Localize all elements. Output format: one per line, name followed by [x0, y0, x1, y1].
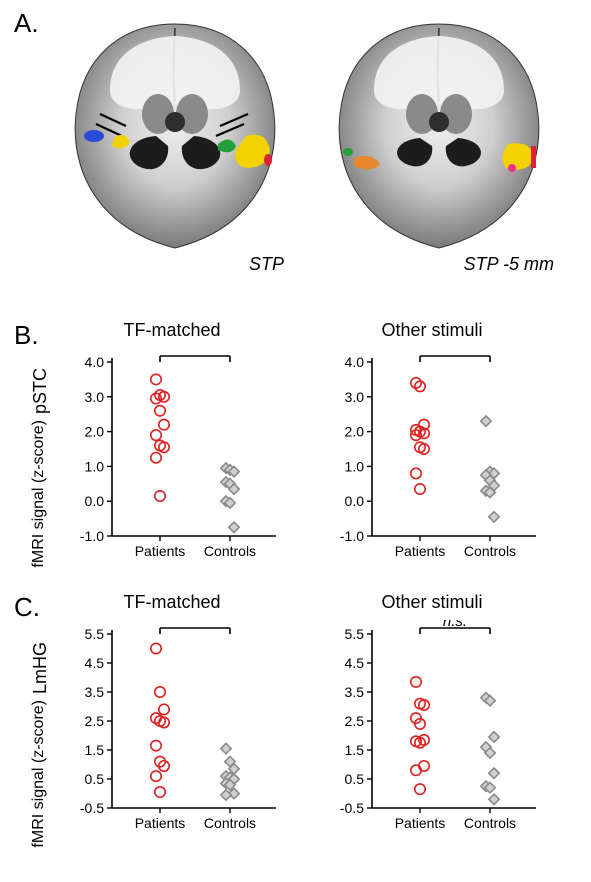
svg-text:4.0: 4.0 [85, 354, 105, 370]
cluster-red [531, 146, 536, 168]
svg-text:5.5: 5.5 [345, 626, 365, 642]
svg-text:4.5: 4.5 [345, 655, 365, 671]
chart-B-left-title: TF-matched [52, 320, 292, 341]
chart-C-right-svg: -0.5 0.5 1.5 2.5 3.5 4.5 5.5 Patients Controls n.… [320, 620, 552, 840]
svg-text:0.5: 0.5 [85, 771, 105, 787]
chart-C-left: TF-matched -0.5 0.5 1.5 2.5 3.5 4.5 5.5 Patient… [52, 592, 292, 842]
svg-text:Patients: Patients [395, 543, 446, 559]
svg-text:-0.5: -0.5 [340, 800, 364, 816]
svg-text:4.0: 4.0 [345, 354, 365, 370]
svg-text:2.0: 2.0 [345, 424, 365, 440]
cluster-pink [508, 164, 516, 172]
svg-text:3.0: 3.0 [85, 389, 105, 405]
svg-text:Patients: Patients [135, 543, 186, 559]
svg-text:1.0: 1.0 [345, 458, 365, 474]
svg-text:5.5: 5.5 [85, 626, 105, 642]
chart-B-right-svg: -1.0 0.0 1.0 2.0 3.0 4.0 Patients Controls * [320, 348, 552, 568]
svg-text:-1.0: -1.0 [80, 528, 104, 544]
svg-text:0.0: 0.0 [85, 493, 105, 509]
svg-text:3.0: 3.0 [345, 389, 365, 405]
row-C: LmHG fMRI signal (z-score) TF-matched -0… [30, 592, 571, 867]
svg-text:1.5: 1.5 [85, 742, 105, 758]
svg-text:Patients: Patients [395, 815, 446, 831]
brain-right-caption: STP -5 mm [464, 254, 554, 275]
panel-A-brains: STP [60, 18, 561, 278]
row-C-region: LmHG [30, 642, 52, 694]
svg-text:0.0: 0.0 [345, 493, 365, 509]
svg-text:Controls: Controls [204, 543, 256, 559]
chart-B-left-svg: -1.0 0.0 1.0 2.0 3.0 4.0 Patients Controls * [60, 348, 292, 568]
row-C-ylabel: fMRI signal (z-score) [30, 700, 52, 848]
panel-label-A: A. [14, 8, 39, 39]
brain-left: STP [60, 18, 290, 278]
svg-text:3.5: 3.5 [85, 684, 105, 700]
chart-B-right: Other stimuli -1.0 0.0 1.0 2.0 3.0 4.0 Patient… [312, 320, 552, 570]
row-B-region: pSTC [30, 368, 52, 414]
chart-C-left-title: TF-matched [52, 592, 292, 613]
svg-text:1.0: 1.0 [85, 458, 105, 474]
svg-text:Patients: Patients [135, 815, 186, 831]
chart-C-right-title: Other stimuli [312, 592, 552, 613]
svg-text:0.5: 0.5 [345, 771, 365, 787]
svg-text:3.5: 3.5 [345, 684, 365, 700]
row-B-ylabel: fMRI signal (z-score) [30, 420, 52, 568]
chart-C-right: Other stimuli -0.5 0.5 1.5 2.5 3.5 4.5 5.5 Pati… [312, 592, 552, 842]
brain-left-svg [60, 18, 290, 258]
brain-left-caption: STP [249, 254, 284, 275]
row-B: pSTC fMRI signal (z-score) TF-matched -1… [30, 320, 571, 585]
brain-right-svg [324, 18, 554, 258]
chart-B-right-title: Other stimuli [312, 320, 552, 341]
svg-text:n.s.: n.s. [443, 620, 467, 630]
svg-text:Controls: Controls [204, 815, 256, 831]
svg-text:*: * [191, 348, 200, 359]
svg-text:*: * [451, 348, 460, 359]
svg-text:1.5: 1.5 [345, 742, 365, 758]
brain-right: STP -5 mm [324, 18, 554, 278]
figure-page: A. [0, 0, 591, 882]
chart-B-left: TF-matched -1.0 0.0 1.0 2.0 3.0 4.0 Patients Co… [52, 320, 292, 570]
svg-text:2.5: 2.5 [345, 713, 365, 729]
svg-text:Controls: Controls [464, 543, 516, 559]
cluster-green-l [343, 148, 353, 156]
svg-text:2.0: 2.0 [85, 424, 105, 440]
cluster-blue [84, 130, 104, 142]
svg-text:*: * [191, 620, 200, 631]
svg-text:4.5: 4.5 [85, 655, 105, 671]
svg-text:-1.0: -1.0 [340, 528, 364, 544]
cluster-red-r [264, 154, 272, 166]
svg-text:2.5: 2.5 [85, 713, 105, 729]
svg-text:Controls: Controls [464, 815, 516, 831]
svg-text:-0.5: -0.5 [80, 800, 104, 816]
chart-C-left-svg: -0.5 0.5 1.5 2.5 3.5 4.5 5.5 Patients Controls * [60, 620, 292, 840]
